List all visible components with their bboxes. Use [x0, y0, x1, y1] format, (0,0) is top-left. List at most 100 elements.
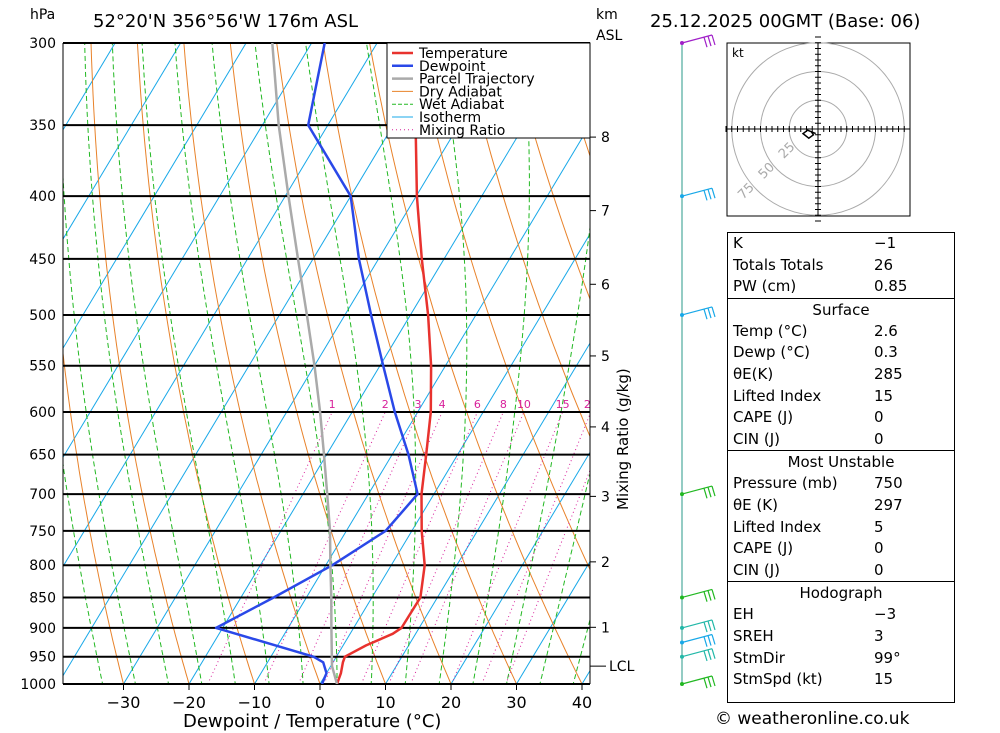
wet-adiabat-line — [63, 168, 136, 684]
pressure-tick-label: 1000 — [20, 677, 56, 693]
legend-label: Wet Adiabat — [419, 97, 505, 113]
height-tick-label: 3 — [601, 489, 610, 505]
legend-label: Isotherm — [419, 110, 481, 126]
temperature-line — [335, 43, 433, 684]
wind-barb-feather — [707, 189, 712, 200]
x-tick-label: 10 — [375, 693, 395, 712]
wind-barb-feather — [711, 634, 716, 645]
pressure-tick-label: 950 — [29, 650, 56, 666]
index-value: −1 — [874, 234, 897, 252]
isotherm-line — [253, 123, 590, 684]
mixing-ratio-label: 20 — [584, 398, 598, 411]
most-unstable-value: 750 — [874, 474, 903, 493]
pressure-tick-label: 450 — [29, 252, 56, 268]
hodograph-stat-value: 3 — [874, 626, 884, 645]
indices-block: K −1 Totals Totals 26 PW (cm) 0.85 — [728, 233, 954, 298]
axes: 3003504004505005506006507007508008509009… — [20, 36, 634, 712]
pressure-tick-label: 350 — [29, 118, 56, 134]
wind-barb-feather — [703, 650, 708, 662]
wet-adiabat-line — [211, 43, 304, 684]
index-value: 26 — [874, 255, 894, 274]
hodograph-header: Hodograph — [728, 581, 954, 604]
surface-value: 0.3 — [874, 343, 898, 362]
wet-adiabat-line — [572, 617, 590, 684]
index-label: PW (cm) — [733, 277, 797, 296]
pressure-tick-label: 650 — [29, 448, 56, 464]
surface-label: θE(K) — [733, 364, 774, 383]
height-unit-km: km — [596, 7, 618, 23]
isotherm-line — [450, 451, 590, 684]
hodograph-stat-row: SREH 3 — [728, 626, 954, 648]
mixing-ratio-label: 2 — [382, 398, 389, 411]
height-tick-label: 2 — [601, 555, 610, 571]
wind-barb-feather — [703, 190, 708, 201]
most-unstable-row: CAPE (J) 0 — [728, 538, 954, 560]
hodograph-stat-label: EH — [733, 605, 754, 624]
most-unstable-label: CIN (J) — [733, 560, 781, 579]
wind-barb-shaft — [681, 648, 713, 658]
hodograph-stat-row: EH −3 — [728, 604, 954, 626]
wind-barb-feather — [703, 308, 708, 320]
hodograph-stat-label: StmDir — [733, 648, 785, 667]
mixing-ratio-label: 3 — [415, 398, 422, 411]
isotherm-line — [63, 43, 182, 240]
wind-barb-shaft — [681, 675, 713, 685]
wind-barb-feather — [711, 619, 716, 631]
mixing-ratio-line — [323, 411, 443, 684]
wind-barb-feather — [707, 590, 712, 601]
wind-barb-feather — [711, 589, 716, 600]
location-title: 52°20'N 356°56'W 176m ASL — [93, 11, 358, 32]
pressure-tick-label: 600 — [29, 405, 56, 421]
legend-label: Parcel Trajectory — [419, 72, 535, 88]
most-unstable-value: 0 — [874, 539, 884, 558]
wind-barb-shaft — [681, 485, 713, 495]
wind-barb-feather — [711, 485, 716, 497]
wind-barb-feather — [707, 307, 712, 319]
mixing-ratio-line — [388, 411, 504, 684]
height-unit-asl: ASL — [596, 28, 622, 44]
wind-barb-dot — [680, 194, 684, 199]
wind-barb-shaft — [681, 187, 713, 197]
surface-row: CIN (J) 0 — [728, 429, 954, 451]
wind-barb-feather — [703, 37, 708, 48]
copyright-footer: © weatheronline.co.uk — [715, 709, 910, 729]
surface-label: CIN (J) — [733, 429, 781, 448]
surface-label: CAPE (J) — [733, 408, 794, 427]
wind-barb-feather — [707, 487, 712, 498]
isotherm-line — [384, 342, 590, 684]
hodograph-stat-value: −3 — [874, 605, 897, 624]
surface-row: Lifted Index 15 — [728, 386, 954, 408]
wind-barb-feather — [703, 621, 708, 633]
profile-lines: 1 2 3 4 6 8 10 15 20 25 — [214, 43, 598, 684]
mixing-ratio-label: 1 — [329, 398, 336, 411]
surface-label: Temp (°C) — [733, 321, 808, 340]
isobar-lines — [63, 42, 590, 685]
dry-adiabat-line — [63, 349, 125, 684]
height-tick-label: 8 — [601, 130, 610, 146]
height-tick-label: 4 — [601, 420, 610, 436]
hodograph-trace — [801, 129, 816, 140]
x-tick-label: 40 — [572, 693, 592, 712]
wind-barb-feather — [703, 636, 708, 647]
pressure-unit-label: hPa — [30, 7, 55, 23]
dry-adiabat-line — [183, 43, 321, 684]
legend-label: Dewpoint — [419, 59, 486, 75]
pressure-tick-label: 700 — [29, 487, 56, 503]
surface-label: Dewp (°C) — [733, 343, 811, 362]
wind-barb-feather — [711, 306, 716, 318]
wind-barb-feather — [711, 648, 716, 659]
dewpoint-line — [214, 43, 419, 684]
hodograph-stat-value: 99° — [874, 648, 901, 667]
legend-label: Temperature — [418, 46, 508, 62]
indices-panel: K −1 Totals Totals 26 PW (cm) 0.85 Surface Te… — [727, 232, 955, 703]
wind-barb-feather — [707, 649, 712, 660]
mixing-ratio-label: 4 — [439, 398, 446, 411]
legend-label: Dry Adiabat — [419, 84, 502, 100]
index-row: PW (cm) 0.85 — [728, 276, 954, 298]
x-tick-label: 30 — [506, 693, 526, 712]
wind-barb-column — [680, 34, 716, 689]
wet-adiabat-line — [305, 43, 374, 684]
